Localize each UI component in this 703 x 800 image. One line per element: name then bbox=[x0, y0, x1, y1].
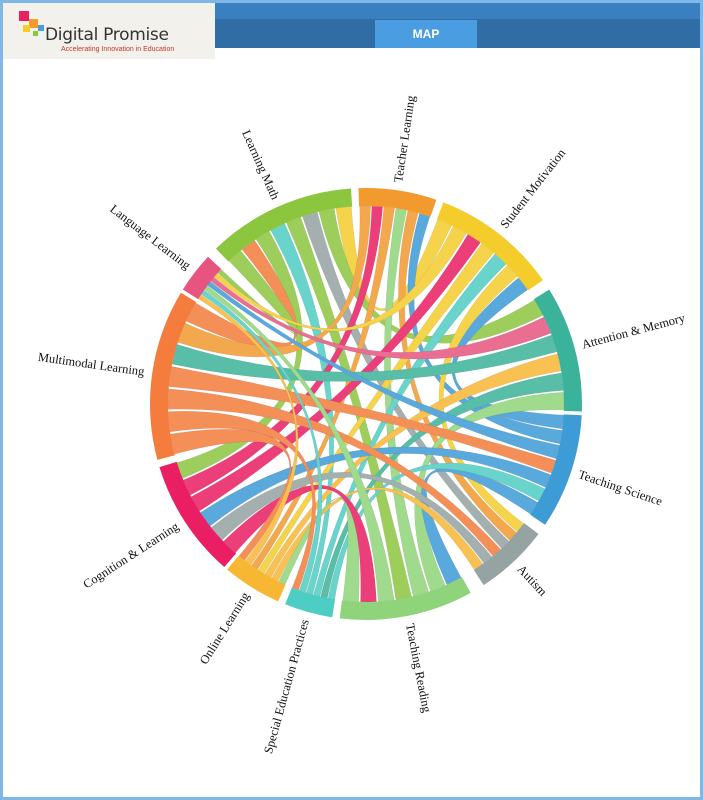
group-label: Attention & Memory bbox=[580, 310, 687, 351]
chord bbox=[167, 388, 501, 557]
logo-mark bbox=[19, 11, 44, 36]
chord bbox=[257, 243, 495, 575]
chord bbox=[200, 446, 552, 527]
chord bbox=[420, 467, 539, 586]
chord-diagram: Learning Math Teacher Learning Student Mot… bbox=[37, 94, 687, 756]
group-arc bbox=[358, 188, 437, 217]
chord bbox=[171, 334, 558, 382]
group-label: Special Education Practices bbox=[261, 618, 312, 756]
group-label: Multimodal Learning bbox=[37, 350, 146, 379]
group-label: Learning Math bbox=[239, 128, 282, 203]
chord bbox=[200, 289, 323, 593]
chord bbox=[176, 230, 303, 479]
chord bbox=[170, 428, 292, 561]
brand: Digital Promise bbox=[45, 25, 169, 45]
chord bbox=[438, 264, 525, 533]
chord bbox=[384, 208, 430, 597]
group-label: Teaching Science bbox=[577, 467, 665, 508]
chord bbox=[271, 487, 484, 582]
chord bbox=[182, 205, 383, 496]
group-arc bbox=[473, 523, 539, 586]
chord bbox=[203, 285, 395, 602]
group-label: Student Motivation bbox=[498, 146, 569, 232]
group-arc bbox=[150, 292, 197, 460]
chord bbox=[213, 225, 467, 332]
chord bbox=[335, 206, 452, 311]
chord bbox=[210, 472, 493, 564]
chord bbox=[185, 239, 298, 350]
chord bbox=[264, 353, 562, 579]
chord bbox=[285, 216, 412, 600]
chord bbox=[270, 223, 335, 596]
chord bbox=[207, 281, 560, 460]
group-arc bbox=[436, 202, 543, 291]
group-arc bbox=[339, 577, 471, 620]
chord bbox=[302, 211, 510, 549]
group-label: Language Learning bbox=[107, 202, 193, 273]
chord bbox=[278, 497, 360, 603]
group-label: Autism bbox=[514, 562, 550, 599]
group-arc bbox=[159, 461, 237, 568]
chord bbox=[313, 253, 507, 597]
group-arc bbox=[227, 555, 286, 602]
group-label: Teacher Learning bbox=[391, 94, 418, 183]
chords bbox=[167, 205, 565, 603]
group-arc bbox=[530, 414, 582, 525]
group-arc bbox=[533, 289, 582, 412]
group-label: Cognition & Learning bbox=[81, 519, 182, 592]
chord bbox=[414, 392, 565, 592]
logo-area: Digital Promise Accelerating Innovation … bbox=[3, 3, 215, 59]
group-label: Teaching Reading bbox=[403, 622, 434, 714]
chord bbox=[197, 294, 299, 566]
group-arc bbox=[285, 587, 336, 618]
chord bbox=[320, 372, 564, 599]
group-arc bbox=[215, 188, 353, 262]
chord bbox=[223, 484, 377, 603]
tagline: Accelerating Innovation in Education bbox=[61, 46, 175, 53]
chord bbox=[167, 411, 316, 591]
chord bbox=[217, 250, 299, 335]
chord bbox=[168, 366, 557, 474]
chord bbox=[407, 213, 563, 445]
group-label: Online Learning bbox=[197, 589, 253, 667]
group-arc bbox=[182, 256, 222, 300]
chord bbox=[177, 205, 371, 357]
chord bbox=[190, 233, 481, 512]
map-tab[interactable]: MAP bbox=[375, 20, 477, 48]
chord bbox=[318, 208, 544, 344]
chord bbox=[398, 210, 517, 541]
chord bbox=[251, 206, 395, 570]
chord bbox=[210, 276, 552, 360]
chord bbox=[451, 277, 564, 430]
chord bbox=[327, 462, 546, 600]
